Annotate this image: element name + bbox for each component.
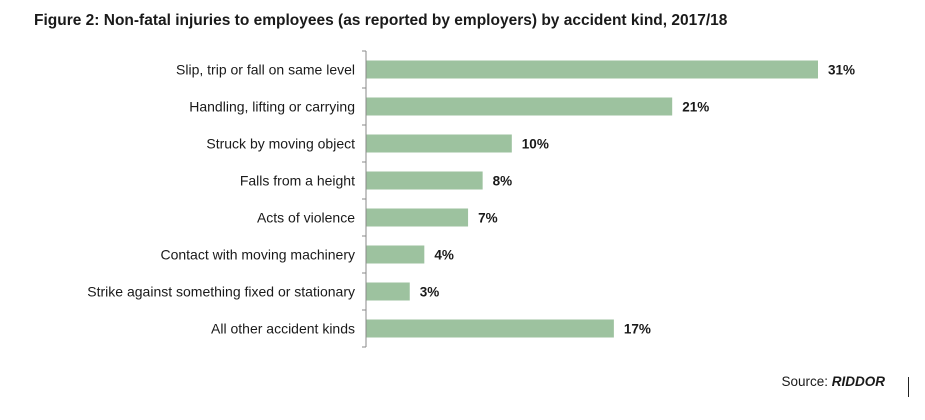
data-label: 7% (478, 211, 498, 226)
bar (366, 97, 673, 116)
data-label: 4% (434, 248, 454, 263)
bar (366, 319, 614, 338)
category-label: Handling, lifting or carrying (189, 99, 355, 115)
edge-divider (908, 377, 909, 397)
data-label: 8% (493, 174, 513, 189)
data-label: 21% (682, 100, 709, 115)
source-name: RIDDOR (831, 374, 885, 389)
bar (366, 208, 469, 227)
category-label: All other accident kinds (211, 321, 355, 337)
data-label: 10% (522, 137, 549, 152)
category-label: Strike against something fixed or statio… (87, 284, 355, 300)
bar (366, 282, 410, 301)
category-label: Falls from a height (240, 173, 355, 189)
category-label: Struck by moving object (206, 136, 355, 152)
category-label: Contact with moving machinery (160, 247, 355, 263)
data-label: 3% (420, 285, 440, 300)
bar (366, 245, 425, 264)
bar (366, 134, 512, 153)
category-label: Acts of violence (257, 210, 355, 226)
source-note: Source: RIDDOR (781, 374, 885, 389)
bar (366, 60, 818, 79)
data-label: 17% (624, 322, 651, 337)
category-label: Slip, trip or fall on same level (176, 62, 355, 78)
bar (366, 171, 483, 190)
chart-title: Figure 2: Non-fatal injuries to employee… (34, 12, 728, 29)
source-prefix: Source: (781, 374, 832, 389)
data-label: 31% (828, 63, 855, 78)
